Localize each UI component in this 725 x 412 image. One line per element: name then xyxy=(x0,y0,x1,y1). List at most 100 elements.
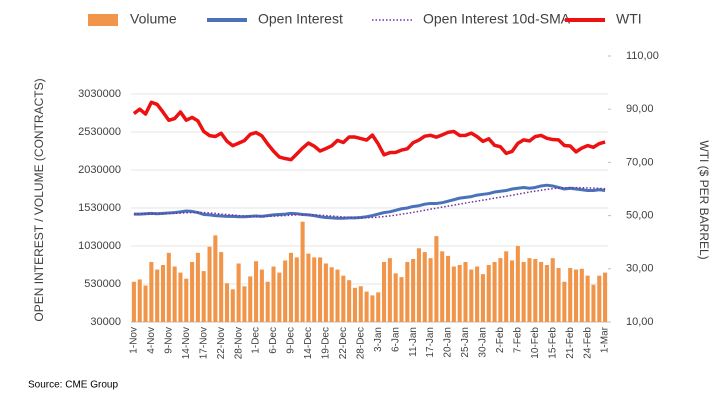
volume-bar xyxy=(254,261,259,322)
volume-bar xyxy=(405,261,410,322)
volume-bar xyxy=(195,252,200,322)
volume-bar xyxy=(411,258,416,322)
volume-bar xyxy=(283,260,288,322)
volume-bar xyxy=(533,258,538,322)
volume-bar xyxy=(387,258,392,322)
volume-bar xyxy=(591,284,596,322)
volume-bar xyxy=(166,252,171,322)
volume-bar xyxy=(521,261,526,322)
volume-bar xyxy=(603,272,608,322)
x-tick-label: 4-Nov xyxy=(146,327,157,354)
volume-bar xyxy=(242,286,247,322)
volume-bar xyxy=(475,266,480,322)
y-tick-label: 30000 xyxy=(90,316,121,328)
volume-bar xyxy=(259,269,264,322)
volume-bar xyxy=(213,235,218,322)
volume-bar xyxy=(393,273,398,322)
x-tick-label: 9-Nov xyxy=(163,327,174,354)
volume-bar xyxy=(294,257,299,322)
volume-bar xyxy=(172,266,177,322)
y-axis-title: OPEN INTEREST / VOLUME (CONTRACTS) xyxy=(32,78,46,321)
volume-bar xyxy=(440,251,445,322)
x-tick-label: 22-Nov xyxy=(216,327,227,359)
y2-tick-label: 70,00 xyxy=(626,156,654,168)
volume-bar xyxy=(341,275,346,322)
volume-bar xyxy=(265,281,270,322)
volume-bar xyxy=(277,272,282,322)
volume-bar xyxy=(219,252,224,322)
x-tick-label: 20-Jan xyxy=(443,327,454,358)
volume-bar xyxy=(230,289,235,322)
volume-bar xyxy=(131,281,136,322)
volume-bar xyxy=(236,263,241,322)
x-tick-label: 7-Feb xyxy=(512,327,523,354)
volume-bar xyxy=(585,275,590,322)
volume-bar xyxy=(271,266,276,322)
volume-bar xyxy=(486,265,491,322)
y2-tick-label: 10,00 xyxy=(626,316,654,328)
volume-bar xyxy=(335,269,340,322)
x-tick-label: 2-Feb xyxy=(495,327,506,354)
volume-bar xyxy=(347,280,352,322)
volume-bar xyxy=(201,271,206,322)
x-tick-label: 14-Nov xyxy=(181,327,192,359)
volume-bar xyxy=(358,286,363,322)
volume-bar xyxy=(382,261,387,322)
volume-bar xyxy=(556,268,561,322)
x-tick-label: 6-Dec xyxy=(268,327,279,354)
series-line xyxy=(132,100,606,162)
volume-bar xyxy=(445,255,451,322)
y-tick-label: 1530000 xyxy=(78,202,121,214)
x-tick-label: 1-Nov xyxy=(129,327,140,354)
legend-label: Volume xyxy=(130,11,177,27)
volume-bar xyxy=(568,268,573,322)
x-tick-label: 6-Jan xyxy=(390,327,401,352)
volume-bar xyxy=(178,272,183,322)
volume-bar xyxy=(399,277,404,322)
x-tick-label: 28-Nov xyxy=(233,327,244,359)
series-line xyxy=(133,183,606,220)
y-tick-label: 3030000 xyxy=(78,88,121,100)
volume-bar xyxy=(457,265,462,322)
x-tick-label: 17-Nov xyxy=(198,327,209,359)
volume-bar xyxy=(155,269,160,322)
volume-bar xyxy=(300,221,305,322)
volume-bar xyxy=(469,269,474,322)
volume-bar xyxy=(550,258,555,322)
x-tick-label: 15-Feb xyxy=(547,327,558,359)
legend-label: Open Interest 10d-SMA xyxy=(423,11,571,27)
y2-tick-label: 30,00 xyxy=(626,263,654,275)
y-tick-label: 1030000 xyxy=(78,240,121,252)
volume-bar xyxy=(137,279,142,322)
volume-bar xyxy=(143,285,148,322)
volume-bar xyxy=(370,295,375,322)
y2-tick-label: 90,00 xyxy=(626,103,654,115)
volume-bar xyxy=(352,287,357,322)
volume-bar xyxy=(422,252,427,322)
y2-tick-label: 110,00 xyxy=(626,50,659,62)
x-tick-label: 1-Mar xyxy=(600,326,611,353)
volume-bar xyxy=(318,257,323,322)
volume-bar xyxy=(562,281,567,322)
volume-bar xyxy=(288,252,294,322)
volume-bar xyxy=(463,261,468,322)
volume-bar xyxy=(312,257,317,322)
volume-bar xyxy=(573,269,579,322)
volume-bar xyxy=(527,258,532,322)
x-tick-label: 14-Dec xyxy=(303,327,314,359)
volume-bar xyxy=(539,261,544,322)
volume-bar xyxy=(184,278,189,322)
x-tick-label: 22-Dec xyxy=(338,327,349,359)
x-tick-label: 1-Dec xyxy=(251,327,262,354)
legend-label: WTI xyxy=(616,11,642,27)
volume-bar xyxy=(451,266,456,322)
legend: Volume Open Interest Open Interest 10d-SMA… xyxy=(88,11,642,27)
x-tick-label: 30-Jan xyxy=(478,327,489,358)
x-tick-label: 19-Dec xyxy=(321,327,332,359)
volume-bar xyxy=(597,275,602,322)
volume-bar xyxy=(306,253,311,322)
volume-bar xyxy=(480,274,485,322)
volume-bar xyxy=(492,261,497,322)
volume-bar xyxy=(434,236,439,322)
